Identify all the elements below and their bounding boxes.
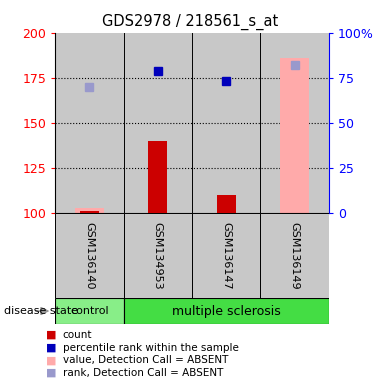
Bar [124,213,192,298]
Text: rank, Detection Call = ABSENT: rank, Detection Call = ABSENT [63,368,223,378]
Text: control: control [70,306,109,316]
Bar [148,141,167,213]
Text: GSM136147: GSM136147 [221,222,231,289]
Bar [124,298,329,324]
Text: multiple sclerosis: multiple sclerosis [172,305,280,318]
Text: value, Detection Call = ABSENT: value, Detection Call = ABSENT [63,355,228,365]
Text: GSM136140: GSM136140 [84,222,94,289]
Bar [192,213,260,298]
Bar [260,33,329,213]
Text: ■: ■ [46,355,57,365]
Text: GSM134953: GSM134953 [153,222,163,289]
Bar [217,195,236,213]
Text: GDS2978 / 218561_s_at: GDS2978 / 218561_s_at [102,13,278,30]
Text: count: count [63,330,92,340]
Bar [260,213,329,298]
Text: ■: ■ [46,368,57,378]
Text: ■: ■ [46,330,57,340]
Text: GSM136149: GSM136149 [290,222,299,289]
Bar [124,33,192,213]
Text: ■: ■ [46,343,57,353]
Bar [55,33,124,213]
Bar [80,211,99,213]
Bar [75,208,104,213]
Text: disease state: disease state [4,306,78,316]
Bar [55,213,124,298]
Text: percentile rank within the sample: percentile rank within the sample [63,343,239,353]
Bar [280,58,309,213]
Bar [192,33,260,213]
Bar [55,298,124,324]
